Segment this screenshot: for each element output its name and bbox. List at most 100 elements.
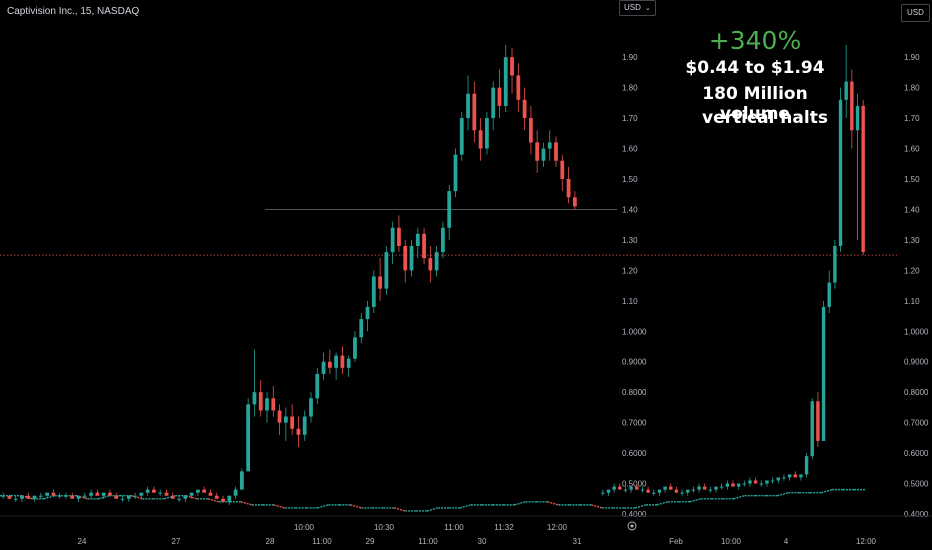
candle-body <box>158 492 163 494</box>
candle-body <box>652 492 656 494</box>
candle-body <box>265 398 269 411</box>
candle-body <box>70 495 75 499</box>
candle-body <box>646 489 650 493</box>
candle-body <box>497 87 502 106</box>
candle-body <box>640 489 645 491</box>
candle-body <box>51 492 56 496</box>
halts-annotation: vertical halts <box>702 108 828 128</box>
candle-body <box>703 486 707 490</box>
price-tick-label: 1.20 <box>904 266 920 275</box>
candle-body <box>725 483 730 487</box>
candle-body <box>680 492 684 494</box>
candle-body <box>663 486 667 490</box>
candle-body <box>838 99 843 247</box>
candle-body <box>315 373 320 399</box>
currency-label: USD <box>907 8 924 17</box>
candle-body <box>296 428 301 435</box>
candle-body <box>472 93 477 131</box>
candle-body <box>799 474 803 478</box>
candle-body <box>108 492 112 496</box>
candle-body <box>810 401 814 457</box>
candle-body <box>76 495 81 499</box>
candle-body <box>759 483 763 485</box>
volume-segment <box>207 498 220 503</box>
candle-body <box>850 81 854 131</box>
candle-body <box>844 81 848 100</box>
candle-body <box>753 480 758 484</box>
candle-body <box>359 319 364 338</box>
price-axis-left: 1.90 1.80 1.70 1.60 1.50 1.40 1.30 1.20 1.10 1.00… <box>622 53 647 519</box>
volume-segment <box>514 501 526 506</box>
candle-body <box>353 337 357 359</box>
price-tick-label: 0.7000 <box>622 419 647 428</box>
price-tick-label: 1.40 <box>622 205 638 214</box>
candle-body <box>731 483 735 487</box>
candle-body <box>26 495 31 499</box>
candle-body <box>821 306 826 441</box>
chevron-down-icon: ⌄ <box>644 5 651 12</box>
candle-body <box>691 489 696 491</box>
candle-body <box>708 489 713 491</box>
candle-body <box>309 398 313 417</box>
time-tick-label: 31 <box>573 537 582 546</box>
candle-body <box>816 401 820 441</box>
price-tick-label: 0.7000 <box>904 419 929 428</box>
currency-label: USD <box>624 3 641 12</box>
candle-body <box>346 358 351 368</box>
price-tick-label: 1.10 <box>622 297 638 306</box>
price-tick-label: 0.9000 <box>622 358 647 367</box>
gear-icon[interactable] <box>627 521 637 531</box>
price-axis-right: 1.90 1.80 1.70 1.60 1.50 1.40 1.30 1.20 1.10 1.00… <box>904 53 929 519</box>
candle-body <box>397 227 401 246</box>
candle-body <box>139 492 144 496</box>
candle-body <box>64 495 68 497</box>
price-tick-label: 1.60 <box>904 145 920 154</box>
candle-body <box>208 492 213 496</box>
candle-body <box>618 486 622 490</box>
candle-body <box>623 489 628 491</box>
time-tick-label: 12:00 <box>856 537 877 546</box>
candle-body <box>861 105 865 253</box>
time-tick-label: 28 <box>266 537 275 546</box>
candle-body <box>327 361 332 368</box>
gain-annotation: +340% <box>708 26 802 55</box>
candle-body <box>855 105 860 131</box>
volume-segment <box>240 501 253 506</box>
price-tick-label: 0.6000 <box>904 449 929 458</box>
candle-body <box>13 498 18 500</box>
candle-body <box>629 486 633 490</box>
currency-selector-right[interactable]: USD <box>901 4 930 22</box>
time-tick-label: 30 <box>478 537 487 546</box>
candle-body <box>485 118 489 149</box>
price-tick-label: 0.4000 <box>904 510 929 519</box>
candle-body <box>89 492 93 496</box>
candle-body <box>535 142 540 161</box>
volume-segment <box>317 504 329 509</box>
price-tick-label: 1.40 <box>904 205 920 214</box>
candle-body <box>20 495 24 499</box>
candle-body <box>45 492 50 496</box>
time-tick-label: 10:00 <box>721 537 742 546</box>
volume-segment <box>689 498 701 503</box>
time-tick-label: 24 <box>78 537 87 546</box>
candle-body <box>252 392 257 405</box>
candle-body <box>170 495 175 499</box>
candle-body <box>714 486 718 490</box>
volume-segment <box>459 504 472 509</box>
currency-selector-left[interactable]: USD ⌄ <box>619 0 656 16</box>
candle-body <box>152 489 156 493</box>
price-range-annotation: $0.44 to $1.94 <box>685 58 825 78</box>
candle-body <box>510 57 514 76</box>
candle-body <box>782 477 786 479</box>
candle-body <box>384 252 389 289</box>
candle-body <box>516 75 521 100</box>
price-tick-label: 1.80 <box>622 84 638 93</box>
candle-body <box>365 306 370 320</box>
candle-body <box>321 361 326 374</box>
candle-body <box>560 160 565 179</box>
candle-body <box>340 355 345 368</box>
candle-body <box>177 498 181 500</box>
candle-body <box>742 483 747 485</box>
time-tick-label: 27 <box>172 537 181 546</box>
